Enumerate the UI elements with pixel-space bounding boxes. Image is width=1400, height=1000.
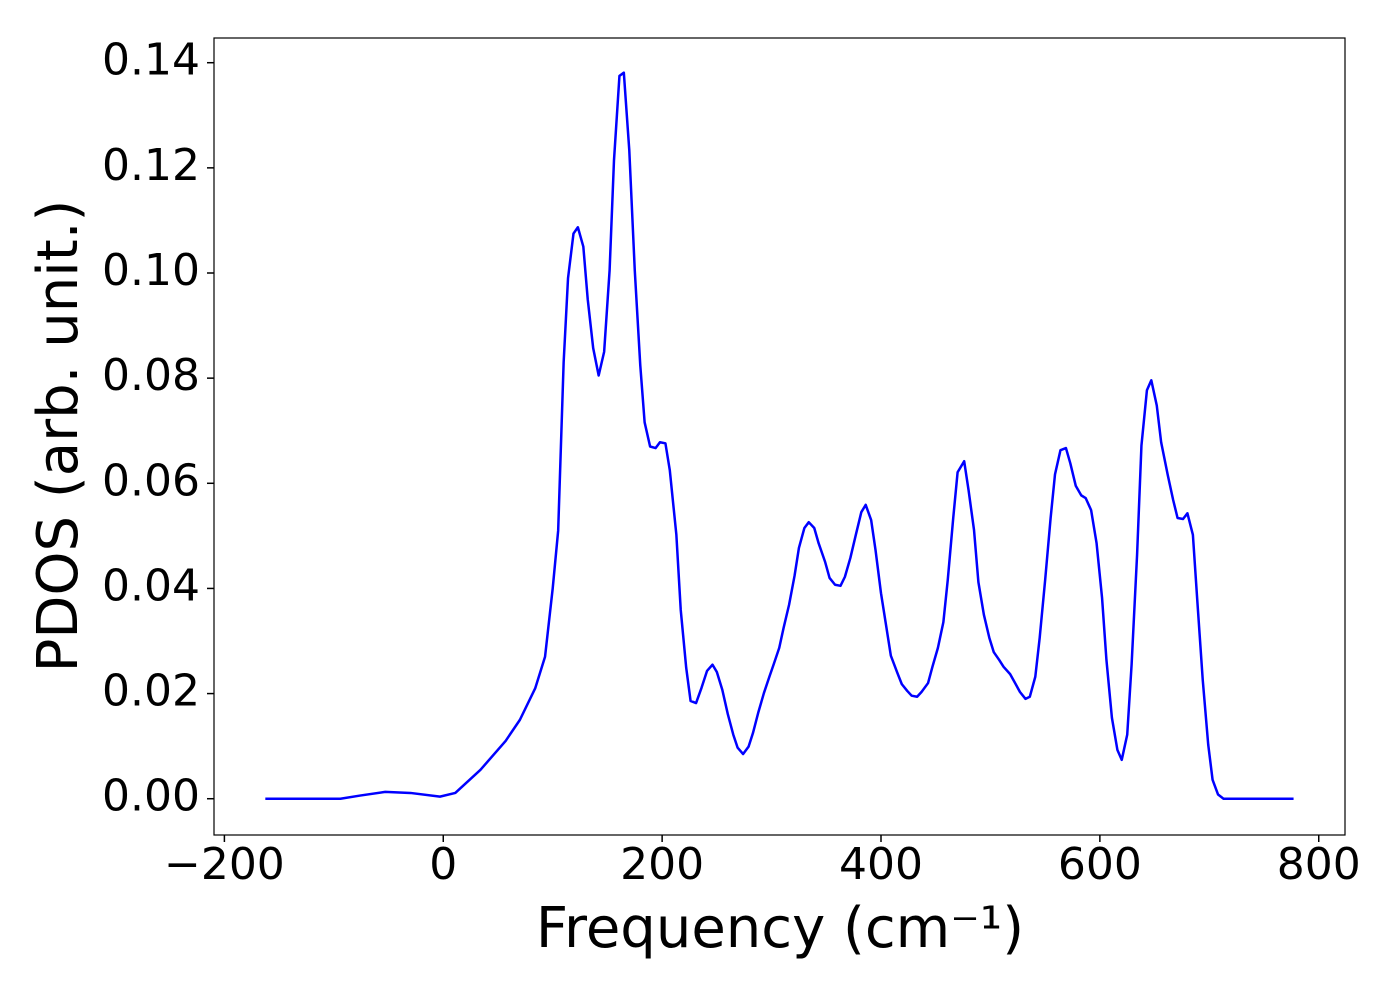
x-tick-label: 600 [1058, 839, 1142, 890]
y-tick-label: 0.00 [102, 771, 200, 822]
y-axis-label: PDOS (arb. unit.) [26, 200, 91, 673]
y-tick-label: 0.14 [102, 35, 200, 86]
x-tick-label: 200 [620, 839, 704, 890]
y-tick-label: 0.06 [102, 455, 200, 506]
line [265, 71, 1294, 800]
x-tick-label: 800 [1277, 839, 1361, 890]
x-tick-label: 0 [429, 839, 457, 890]
plot-frame [213, 37, 1346, 836]
x-tick-label: −200 [164, 839, 285, 890]
y-tick-label: 0.02 [102, 666, 200, 717]
x-tick-label: 400 [839, 839, 923, 890]
y-tick-label: 0.04 [102, 560, 200, 611]
x-axis-label: Frequency (cm⁻¹) [536, 896, 1024, 961]
y-tick-label: 0.10 [102, 245, 200, 296]
y-tick-label: 0.08 [102, 350, 200, 401]
y-tick-label: 0.12 [102, 140, 200, 191]
